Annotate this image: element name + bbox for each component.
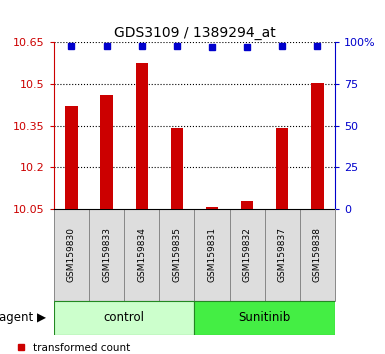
Bar xyxy=(171,129,183,209)
Text: agent ▶: agent ▶ xyxy=(0,311,46,324)
Text: GSM159832: GSM159832 xyxy=(243,227,252,282)
Bar xyxy=(264,209,300,301)
Bar xyxy=(159,209,194,301)
Text: GSM159837: GSM159837 xyxy=(278,227,287,282)
Text: GSM159833: GSM159833 xyxy=(102,227,111,282)
Bar xyxy=(136,63,148,209)
Text: control: control xyxy=(104,311,145,324)
Bar xyxy=(276,129,288,209)
Bar xyxy=(100,95,113,209)
Bar xyxy=(300,209,335,301)
Bar xyxy=(229,209,265,301)
Text: GSM159835: GSM159835 xyxy=(172,227,181,282)
Text: GSM159831: GSM159831 xyxy=(208,227,216,282)
Bar xyxy=(241,201,253,209)
Legend: transformed count, percentile rank within the sample: transformed count, percentile rank withi… xyxy=(17,343,209,354)
Text: GSM159830: GSM159830 xyxy=(67,227,76,282)
Bar xyxy=(311,83,323,209)
Text: GSM159838: GSM159838 xyxy=(313,227,322,282)
Text: Sunitinib: Sunitinib xyxy=(239,311,291,324)
Bar xyxy=(89,209,124,301)
Bar xyxy=(124,209,159,301)
Bar xyxy=(54,209,89,301)
Bar xyxy=(194,301,335,335)
Bar xyxy=(54,301,194,335)
Text: GSM159834: GSM159834 xyxy=(137,227,146,282)
Bar xyxy=(65,106,78,209)
Bar xyxy=(206,207,218,209)
Title: GDS3109 / 1389294_at: GDS3109 / 1389294_at xyxy=(114,26,275,40)
Bar xyxy=(194,209,229,301)
